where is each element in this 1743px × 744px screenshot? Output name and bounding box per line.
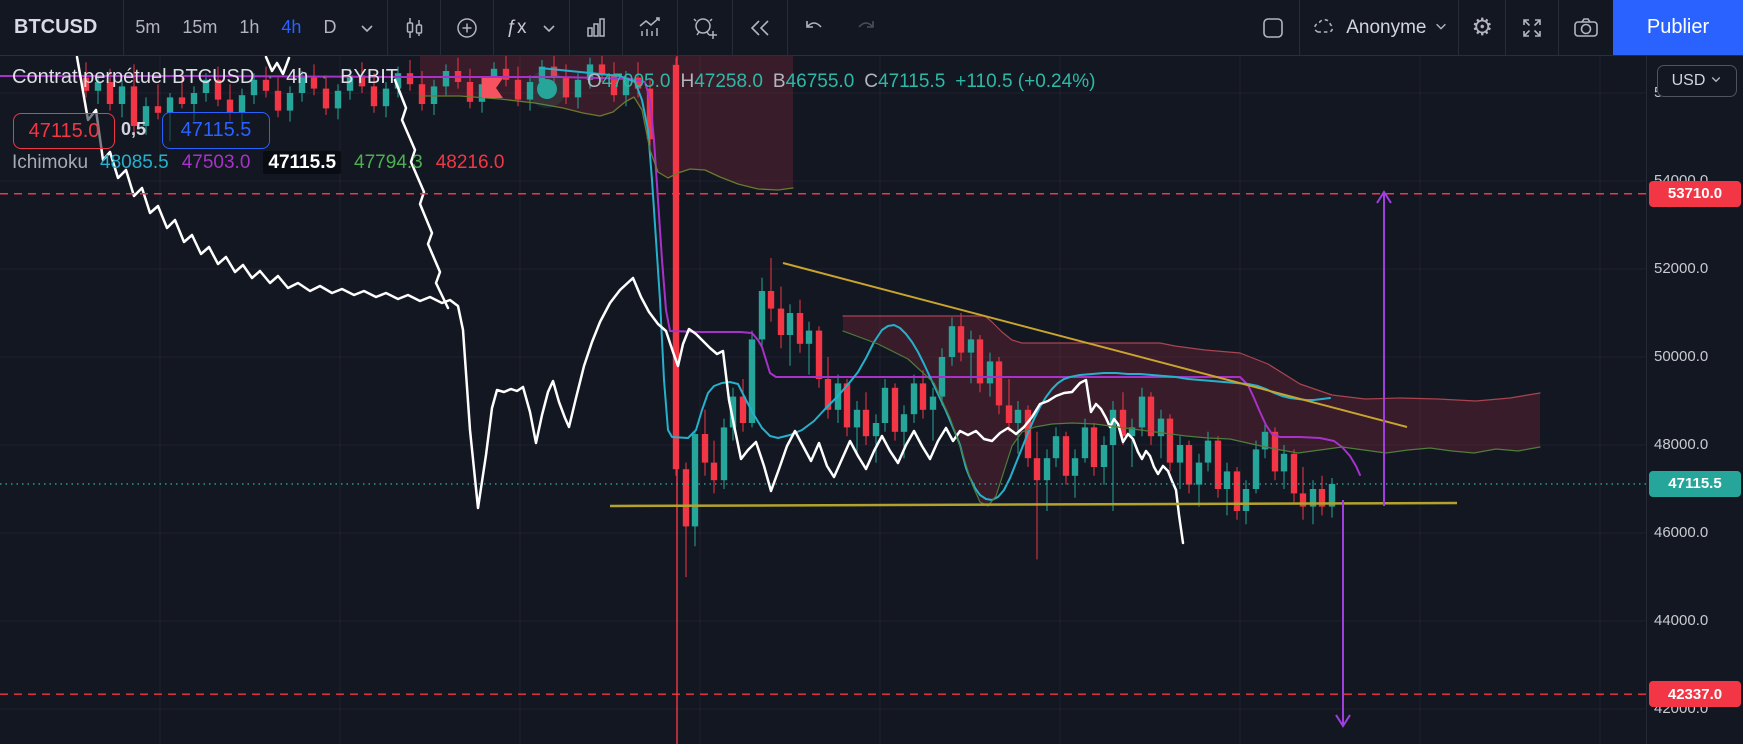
divider bbox=[493, 0, 495, 55]
alert-add-icon[interactable] bbox=[678, 0, 732, 55]
divider bbox=[1558, 0, 1559, 55]
fullscreen-icon[interactable] bbox=[1506, 0, 1558, 55]
divider bbox=[786, 0, 788, 55]
bid-price-chip[interactable]: 47115.0 bbox=[13, 113, 115, 149]
screenshot-camera-icon[interactable] bbox=[1559, 0, 1613, 55]
timeframe-5m[interactable]: 5m bbox=[135, 17, 161, 37]
divider bbox=[1299, 0, 1301, 55]
redo-icon[interactable] bbox=[840, 0, 892, 55]
divider bbox=[731, 0, 733, 55]
forecast-icon[interactable] bbox=[623, 0, 677, 55]
axis-price-chip: 47115.5 bbox=[1649, 470, 1741, 497]
timeframe-group: 5m 15m 1h 4h D bbox=[124, 0, 347, 55]
toolbar-right: Anonyme ⚙ Pu bbox=[1247, 0, 1743, 55]
price-axis[interactable]: 56000.054000.052000.050000.048000.046000… bbox=[1646, 55, 1743, 744]
timeframe-1h[interactable]: 1h bbox=[239, 17, 260, 37]
indicators-fx-icon[interactable]: ƒx bbox=[494, 0, 538, 55]
compare-add-icon[interactable] bbox=[441, 0, 493, 55]
axis-price-label: 46000.0 bbox=[1654, 524, 1709, 541]
chart-template-icon[interactable] bbox=[570, 0, 622, 55]
settings-gear-icon[interactable]: ⚙ bbox=[1471, 14, 1493, 41]
divider bbox=[387, 0, 389, 55]
candlestick-style-icon[interactable] bbox=[388, 0, 440, 55]
replay-icon[interactable] bbox=[733, 0, 787, 55]
timeframe-15m[interactable]: 15m bbox=[182, 17, 218, 37]
divider bbox=[568, 0, 570, 55]
divider bbox=[1505, 0, 1506, 55]
currency-label: USD bbox=[1671, 72, 1706, 89]
user-name: Anonyme bbox=[1346, 16, 1427, 38]
fx-label: ƒx bbox=[506, 16, 527, 38]
currency-chevron-down-icon bbox=[1710, 72, 1722, 90]
divider bbox=[123, 0, 125, 55]
cloud-save-icon bbox=[1310, 13, 1338, 43]
axis-price-label: 52000.0 bbox=[1654, 260, 1709, 277]
interval-chevron-down-icon[interactable] bbox=[347, 0, 387, 55]
ask-price-chip[interactable]: 47115.5 bbox=[162, 112, 270, 149]
user-chevron-down-icon bbox=[1434, 17, 1448, 39]
undo-icon[interactable] bbox=[788, 0, 840, 55]
layout-icon[interactable] bbox=[1247, 0, 1299, 55]
divider bbox=[1458, 0, 1460, 55]
timeframe-4h[interactable]: 4h bbox=[281, 17, 302, 37]
timeframe-D[interactable]: D bbox=[323, 17, 337, 37]
publish-button[interactable]: Publier bbox=[1613, 0, 1743, 55]
currency-selector[interactable]: USD bbox=[1657, 65, 1737, 97]
indicators-chevron-down-icon[interactable] bbox=[539, 0, 569, 55]
axis-price-label: 50000.0 bbox=[1654, 348, 1709, 365]
axis-price-label: 44000.0 bbox=[1654, 612, 1709, 629]
cloud-account-button[interactable]: Anonyme bbox=[1300, 13, 1458, 43]
divider bbox=[676, 0, 678, 55]
axis-price-chip: 42337.0 bbox=[1649, 681, 1741, 708]
toolbar: BTCUSD 5m 15m 1h 4h D ƒx bbox=[0, 0, 1743, 56]
axis-price-chip: 53710.0 bbox=[1649, 180, 1741, 207]
divider bbox=[621, 0, 623, 55]
divider bbox=[440, 0, 442, 55]
axis-price-label: 48000.0 bbox=[1654, 436, 1709, 453]
symbol-button[interactable]: BTCUSD bbox=[14, 16, 98, 38]
